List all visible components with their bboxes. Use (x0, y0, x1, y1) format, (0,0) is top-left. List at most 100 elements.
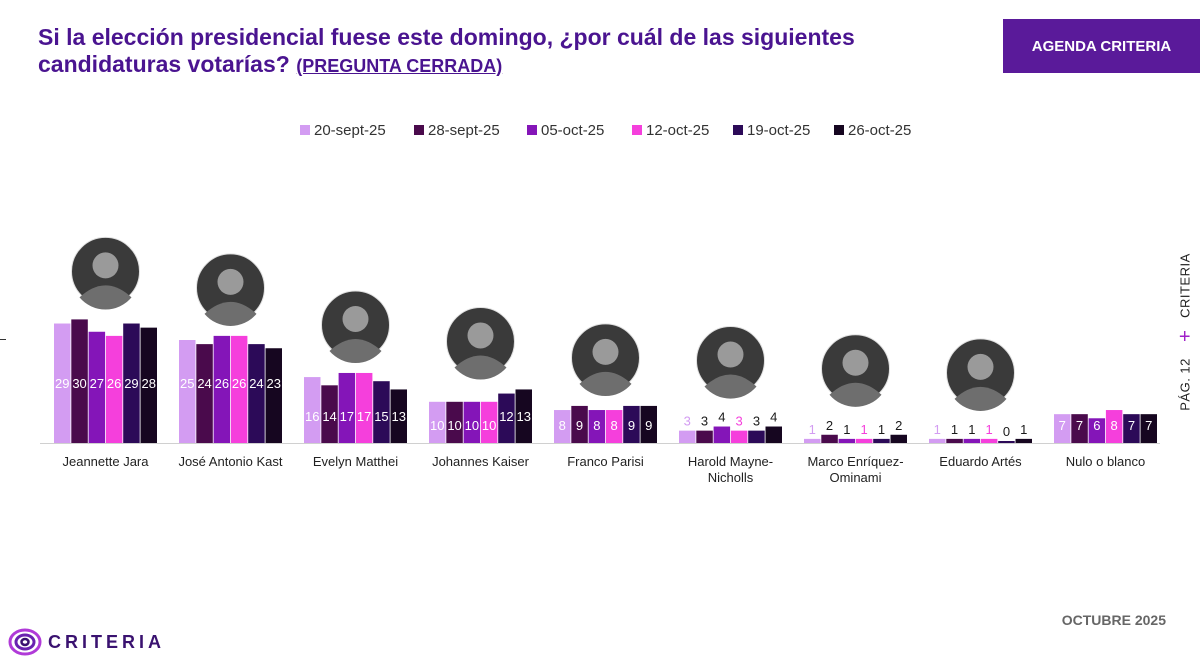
data-label-1-5: 23 (267, 376, 281, 391)
bar-1-4 (248, 344, 265, 443)
bar-4-5 (640, 405, 657, 443)
bar-5-3 (730, 430, 748, 443)
category-label-1-0: José Antonio Kast (178, 454, 282, 469)
bar-4-3 (605, 410, 623, 443)
portrait-body-6 (829, 382, 882, 407)
data-label-4-4: 9 (628, 418, 635, 433)
data-label-4-1: 9 (576, 418, 583, 433)
logo-word: CRITERIA (48, 631, 165, 652)
bar-3-3 (480, 401, 498, 443)
data-label-8-0: 7 (1059, 418, 1066, 433)
bar-4-0 (554, 410, 571, 443)
bar-1-3 (230, 335, 248, 443)
agenda-badge: AGENDA CRITERIA (1003, 19, 1200, 73)
bar-8-0 (1054, 414, 1071, 443)
bar-2-3 (355, 372, 373, 443)
bar-1-1 (196, 344, 213, 443)
data-label-2-2: 17 (340, 409, 354, 424)
legend-swatch-1 (414, 125, 424, 135)
data-label-6-5: 2 (895, 418, 902, 433)
data-label-5-4: 3 (753, 414, 760, 429)
data-label-8-1: 7 (1076, 418, 1083, 433)
data-label-5-0: 3 (684, 414, 691, 429)
data-label-0-3: 26 (107, 376, 121, 391)
bar-8-4 (1123, 414, 1140, 443)
bar-1-0 (179, 340, 196, 443)
logo-spiral-icon (8, 628, 42, 656)
portrait-body-4 (579, 371, 632, 397)
data-label-7-2: 1 (968, 422, 975, 437)
chart-subtitle: (PREGUNTA CERRADA) (296, 56, 503, 76)
data-label-7-5: 1 (1020, 422, 1027, 437)
data-label-0-1: 30 (72, 376, 86, 391)
bar-5-0 (679, 430, 696, 443)
bar-0-4 (123, 323, 140, 443)
portrait-body-3 (454, 355, 507, 380)
portrait-head-4 (592, 338, 619, 365)
portrait-body-2 (329, 338, 382, 364)
bar-4-4 (623, 405, 640, 443)
bar-8-2 (1088, 418, 1106, 443)
bar-4-2 (588, 410, 606, 443)
bar-3-2 (463, 401, 481, 443)
bar-7-1 (946, 438, 963, 443)
bar-6-3 (855, 438, 873, 443)
legend-swatch-2 (527, 125, 537, 135)
data-label-1-2: 26 (215, 376, 229, 391)
bar-7-5 (1015, 438, 1032, 443)
bar-8-3 (1105, 410, 1123, 443)
category-label-0-0: Jeannette Jara (62, 454, 149, 469)
bar-4-1 (571, 405, 588, 443)
legend-label-4: 19-oct-25 (747, 122, 810, 139)
left-tick-mark (0, 339, 6, 340)
bar-8-5 (1140, 414, 1157, 443)
data-label-4-3: 8 (611, 418, 618, 433)
chart-title: Si la elección presidencial fuese este d… (38, 24, 938, 80)
data-label-1-0: 25 (180, 376, 194, 391)
portrait-head-6 (842, 349, 869, 376)
portrait-body-1 (204, 301, 257, 326)
data-label-8-4: 7 (1128, 418, 1135, 433)
legend-swatch-0 (300, 125, 310, 135)
bar-2-4 (373, 381, 390, 443)
bar-0-2 (88, 331, 106, 443)
portrait-head-5 (717, 341, 744, 368)
data-label-7-3: 1 (986, 422, 993, 437)
data-label-5-5: 4 (770, 410, 777, 425)
bar-0-3 (105, 335, 123, 443)
category-label-3-0: Johannes Kaiser (432, 454, 530, 469)
bar-7-4 (998, 441, 1015, 443)
portrait-head-1 (217, 268, 244, 295)
legend-swatch-5 (834, 125, 844, 135)
data-label-4-0: 8 (559, 418, 566, 433)
category-label-5-1: Nicholls (708, 470, 754, 485)
bar-2-2 (338, 372, 356, 443)
portrait-head-3 (467, 322, 494, 349)
legend-label-5: 26-oct-25 (848, 122, 911, 139)
bar-6-0 (804, 438, 821, 443)
data-label-3-3: 10 (482, 418, 496, 433)
legend-swatch-4 (733, 125, 743, 135)
data-label-6-0: 1 (809, 422, 816, 437)
bar-6-1 (821, 434, 838, 443)
data-label-8-5: 7 (1145, 418, 1152, 433)
data-label-4-5: 9 (645, 418, 652, 433)
criteria-logo: CRITERIA (8, 627, 165, 657)
data-label-4-2: 8 (593, 418, 600, 433)
data-label-5-2: 4 (718, 410, 725, 425)
bar-3-1 (446, 401, 463, 443)
portrait-head-2 (342, 305, 369, 332)
data-label-3-5: 13 (517, 409, 531, 424)
portrait-head-7 (967, 353, 994, 380)
data-label-0-0: 29 (55, 376, 69, 391)
portrait-body-0 (79, 285, 132, 310)
data-label-2-4: 15 (374, 409, 388, 424)
bar-0-1 (71, 319, 88, 443)
data-label-3-2: 10 (465, 418, 479, 433)
category-label-2-0: Evelyn Matthei (313, 454, 398, 469)
legend-label-1: 28-sept-25 (428, 122, 500, 139)
bar-3-4 (498, 393, 515, 443)
category-label-5-0: Harold Mayne- (688, 454, 773, 469)
bar-5-1 (696, 430, 713, 443)
